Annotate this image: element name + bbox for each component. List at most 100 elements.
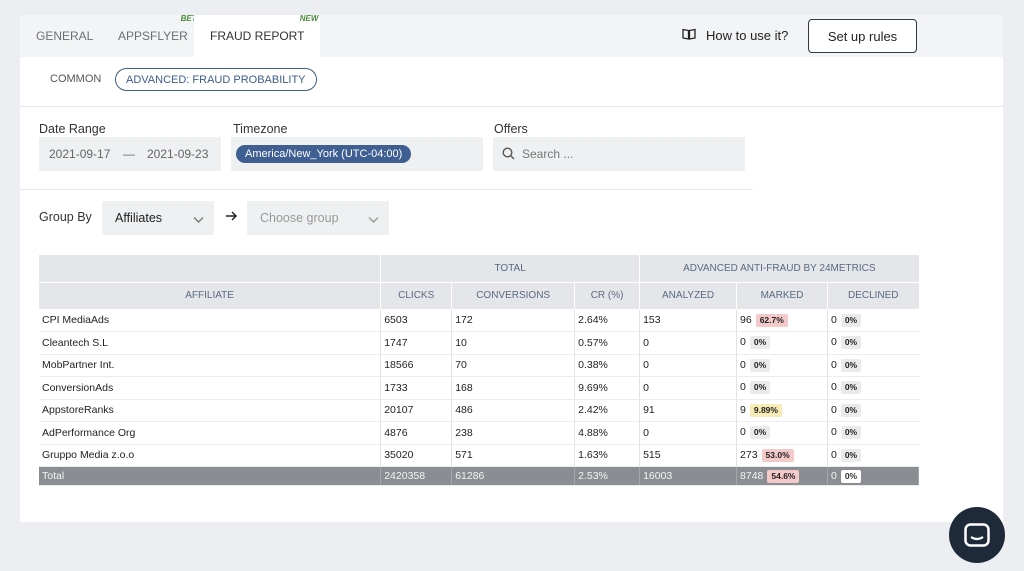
- declined-percent-badge: 0%: [840, 358, 862, 372]
- cell-cr: 9.69%: [574, 376, 641, 400]
- marked-percent-badge: 53.0%: [761, 448, 794, 462]
- chevron-down-icon: [193, 212, 204, 230]
- cell-cr: 0.57%: [574, 331, 641, 355]
- date-separator: —: [123, 147, 135, 161]
- declined-count: 0: [830, 313, 837, 326]
- group-header-total: TOTAL: [380, 255, 641, 283]
- marked-count: 9: [740, 403, 746, 416]
- declined-count: 0: [830, 426, 837, 439]
- cell-conversions: 571: [451, 444, 576, 467]
- cell-declined: 0 0%: [827, 399, 919, 422]
- cell-marked: 96 62.7%: [736, 309, 828, 332]
- table-row: CPI MediaAds 6503 172 2.64% 153 96 62.7% 0 0%: [39, 309, 919, 332]
- cell-affiliate: ConversionAds: [39, 376, 382, 400]
- declined-count: 0: [830, 403, 837, 416]
- marked-percent-badge: 9.89%: [749, 403, 782, 417]
- timezone-select[interactable]: America/New_York (UTC-04:00): [231, 137, 483, 171]
- declined-count: 0: [830, 358, 837, 371]
- group-header-blank: [39, 255, 382, 283]
- cell-analyzed: 0: [639, 331, 738, 355]
- cell-affiliate: Gruppo Media z.o.o: [39, 444, 382, 467]
- cell-analyzed: 0: [639, 421, 738, 445]
- timezone-chip: America/New_York (UTC-04:00): [236, 145, 412, 163]
- cell-analyzed: 16003: [639, 466, 738, 486]
- table-row: MobPartner Int. 18566 70 0.38% 0 0 0% 0 0%: [39, 354, 919, 377]
- date-range-field[interactable]: 2021-09-17 — 2021-09-23: [39, 137, 221, 171]
- marked-count: 273: [740, 448, 758, 461]
- cell-declined: 0 0%: [827, 444, 919, 467]
- marked-count: 0: [740, 336, 746, 349]
- cell-clicks: 6503: [380, 309, 453, 332]
- column-header-analyzed[interactable]: ANALYZED: [639, 282, 738, 310]
- choose-group-select[interactable]: Choose group: [247, 201, 389, 235]
- table-group-header-row: TOTAL ADVANCED ANTI-FRAUD BY 24METRICS: [39, 255, 919, 283]
- cell-conversions: 61286: [451, 466, 576, 486]
- subtab-advanced-fraud-probability[interactable]: ADVANCED: FRAUD PROBABILITY: [115, 68, 317, 91]
- declined-count: 0: [830, 381, 837, 394]
- offers-search-input[interactable]: Search ...: [493, 137, 745, 171]
- cell-analyzed: 91: [639, 399, 738, 422]
- set-up-rules-button[interactable]: Set up rules: [808, 19, 917, 53]
- column-header-cr[interactable]: CR (%): [574, 282, 641, 310]
- date-range-label: Date Range: [39, 122, 106, 136]
- fraud-report-table: TOTAL ADVANCED ANTI-FRAUD BY 24METRICS A…: [39, 255, 920, 486]
- cell-conversions: 238: [451, 421, 576, 445]
- search-icon: [502, 147, 515, 165]
- declined-percent-badge: 0%: [840, 469, 862, 483]
- tab-appsflyer[interactable]: APPSFLYER BETA: [118, 14, 202, 43]
- how-to-use-label: How to use it?: [706, 28, 789, 43]
- cell-clicks: 18566: [380, 354, 453, 377]
- cell-affiliate: Cleantech S.L: [39, 331, 382, 355]
- how-to-use-link[interactable]: How to use it?: [682, 26, 788, 46]
- chat-button[interactable]: [949, 507, 1005, 563]
- declined-percent-badge: 0%: [840, 313, 862, 327]
- cell-declined: 0 0%: [827, 421, 919, 445]
- cell-cr: 0.38%: [574, 354, 641, 377]
- column-header-conversions[interactable]: CONVERSIONS: [451, 282, 576, 310]
- declined-count: 0: [830, 469, 837, 482]
- filters-divider: [20, 189, 753, 190]
- subtab-common[interactable]: COMMON: [50, 73, 102, 85]
- declined-percent-badge: 0%: [840, 336, 862, 350]
- tab-general[interactable]: GENERAL: [36, 29, 94, 43]
- declined-percent-badge: 0%: [840, 448, 862, 462]
- cell-cr: 2.42%: [574, 399, 641, 422]
- cell-analyzed: 515: [639, 444, 738, 467]
- cell-marked: 0 0%: [736, 421, 828, 445]
- tab-fraud-report[interactable]: FRAUD REPORT NEW: [194, 14, 321, 57]
- cell-conversions: 70: [451, 354, 576, 377]
- table-row: Gruppo Media z.o.o 35020 571 1.63% 515 273 53.…: [39, 444, 919, 467]
- table-row: Cleantech S.L 1747 10 0.57% 0 0 0% 0 0%: [39, 331, 919, 355]
- table-row: AdPerformance Org 4876 238 4.88% 0 0 0% 0 0%: [39, 421, 919, 445]
- column-header-marked[interactable]: MARKED: [736, 282, 828, 310]
- cell-analyzed: 0: [639, 354, 738, 377]
- column-header-declined[interactable]: DECLINED: [827, 282, 919, 310]
- date-from: 2021-09-17: [49, 147, 111, 161]
- cell-declined: 0 0%: [827, 466, 920, 486]
- group-by-select[interactable]: Affiliates: [102, 201, 214, 235]
- date-to: 2021-09-23: [147, 147, 209, 161]
- arrow-right-icon: [225, 209, 238, 227]
- cell-conversions: 486: [451, 399, 576, 422]
- cell-clicks: 35020: [380, 444, 453, 467]
- cell-cr: 2.53%: [574, 466, 641, 486]
- cell-declined: 0 0%: [827, 376, 919, 400]
- column-header-clicks[interactable]: CLICKS: [380, 282, 453, 310]
- offers-label: Offers: [494, 122, 528, 136]
- marked-percent-badge: 62.7%: [755, 313, 788, 327]
- cell-clicks: 1747: [380, 331, 453, 355]
- cell-clicks: 1733: [380, 376, 453, 400]
- offers-search-placeholder: Search ...: [522, 147, 574, 161]
- cell-marked: 8748 54.6%: [736, 466, 828, 486]
- tab-bar: GENERAL APPSFLYER BETA FRAUD REPORT NEW …: [20, 14, 1003, 57]
- declined-count: 0: [830, 336, 837, 349]
- report-card: GENERAL APPSFLYER BETA FRAUD REPORT NEW …: [20, 14, 1003, 522]
- column-header-affiliate[interactable]: AFFILIATE: [39, 282, 382, 310]
- declined-percent-badge: 0%: [840, 426, 862, 440]
- marked-percent-badge: 0%: [749, 426, 771, 440]
- cell-clicks: 4876: [380, 421, 453, 445]
- cell-marked: 9 9.89%: [736, 399, 828, 422]
- cell-affiliate: CPI MediaAds: [39, 309, 382, 332]
- chat-icon: [964, 523, 990, 552]
- declined-percent-badge: 0%: [840, 403, 862, 417]
